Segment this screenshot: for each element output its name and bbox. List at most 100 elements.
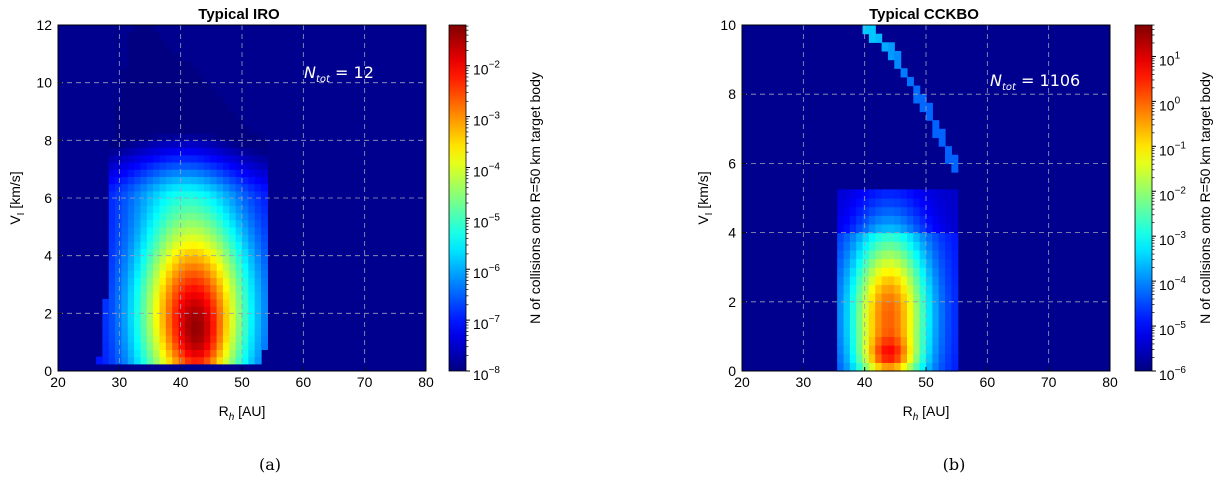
heatmap-cell (951, 345, 959, 355)
heatmap-cell (248, 169, 256, 177)
heatmap-cell (203, 234, 211, 242)
heatmap-cell (235, 270, 243, 278)
heatmap-cell (191, 183, 199, 192)
heatmap-cell (913, 284, 921, 294)
heatmap-cell (868, 198, 876, 208)
heatmap-cell (887, 258, 895, 268)
heatmap-cell (146, 133, 154, 141)
heatmap-cell (210, 205, 218, 214)
heatmap-cell (938, 215, 946, 225)
heatmap-cell (222, 234, 230, 242)
heatmap-cell (127, 111, 135, 120)
heatmap-cell (197, 183, 205, 192)
heatmap-cell (868, 353, 876, 363)
heatmap-cell (115, 298, 123, 307)
heatmap-cell (235, 212, 243, 221)
heatmap-cell (197, 147, 205, 156)
heatmap-cell (900, 267, 908, 277)
heatmap-cell (210, 140, 218, 149)
heatmap-cell (242, 176, 249, 185)
heatmap-cell (900, 258, 908, 268)
heatmap-cell (862, 223, 870, 234)
heatmap-cell (849, 362, 857, 372)
heatmap-cell (191, 291, 199, 300)
heatmap-cell (127, 349, 135, 358)
heatmap-a (96, 25, 268, 365)
heatmap-cell (222, 313, 230, 322)
heatmap-cell (887, 206, 895, 216)
heatmap-cell (919, 345, 927, 355)
heatmap-cell (197, 89, 205, 98)
heatmap-cell (862, 241, 870, 251)
heatmap-cell (115, 154, 123, 163)
heatmap-cell (165, 248, 173, 257)
heatmap-cell (153, 147, 161, 156)
heatmap-cell (951, 154, 959, 164)
heatmap-cell (165, 176, 173, 185)
heatmap-cell (108, 183, 116, 192)
heatmap-cell (165, 306, 173, 314)
heatmap-cell (837, 223, 845, 234)
heatmap-cell (134, 39, 142, 48)
heatmap-cell (134, 313, 142, 322)
heatmap-cell (261, 313, 268, 322)
heatmap-cell (926, 223, 933, 234)
heatmap-cell (229, 349, 237, 358)
heatmap-cell (919, 293, 927, 303)
heatmap-cell (248, 248, 256, 257)
heatmap-cell (102, 342, 110, 350)
heatmap-cell (900, 68, 908, 78)
heatmap-cell (121, 248, 129, 257)
heatmap-cell (134, 320, 142, 329)
heatmap-cell (115, 320, 123, 329)
heatmap-cell (875, 293, 883, 303)
heatmap-cell (153, 270, 161, 278)
heatmap-cell (229, 226, 237, 235)
heatmap-cell (146, 104, 154, 113)
heatmap-cell (913, 353, 921, 363)
heatmap-cell (134, 342, 142, 350)
heatmap-cell (242, 205, 249, 214)
heatmap-cell (248, 291, 256, 300)
heatmap-cell (894, 362, 902, 372)
heatmap-cell (127, 154, 135, 163)
y-tick-label: 4 (728, 225, 736, 241)
heatmap-cell (210, 147, 218, 156)
heatmap-cell (172, 291, 180, 300)
heatmap-cell (127, 176, 135, 185)
heatmap-cell (222, 183, 230, 192)
heatmap-cell (191, 125, 199, 134)
heatmap-cell (868, 189, 876, 199)
heatmap-cell (945, 345, 952, 355)
heatmap-cell (248, 313, 256, 322)
heatmap-cell (165, 334, 173, 343)
heatmap-cell (127, 277, 135, 286)
heatmap-cell (222, 284, 230, 293)
heatmap-cell (242, 133, 249, 141)
heatmap-cell (140, 342, 148, 350)
heatmap-cell (178, 349, 186, 358)
heatmap-cell (248, 327, 256, 336)
heatmap-cell (254, 176, 262, 185)
heatmap-cell (932, 189, 940, 199)
heatmap-cell (203, 277, 211, 286)
heatmap-cell (216, 255, 224, 264)
heatmap-cell (184, 169, 192, 177)
heatmap-cell (837, 353, 845, 363)
heatmap-cell (153, 140, 161, 149)
heatmap-cell (856, 293, 864, 303)
heatmap-cell (134, 161, 142, 170)
heatmap-cell (153, 349, 161, 358)
heatmap-cell (115, 356, 123, 365)
heatmap-cell (197, 284, 205, 293)
heatmap-cell (235, 169, 243, 177)
colorbar-tick-label: 10−7 (473, 314, 500, 332)
heatmap-cell (894, 301, 902, 312)
heatmap-cell (254, 154, 262, 163)
heatmap-cell (222, 277, 230, 286)
heatmap-cell (261, 284, 268, 293)
heatmap-cell (127, 32, 135, 41)
y-ticks-b: 0 2 4 6 8 10 (720, 17, 746, 379)
heatmap-cell (862, 310, 870, 320)
heatmap-cell (165, 89, 173, 98)
